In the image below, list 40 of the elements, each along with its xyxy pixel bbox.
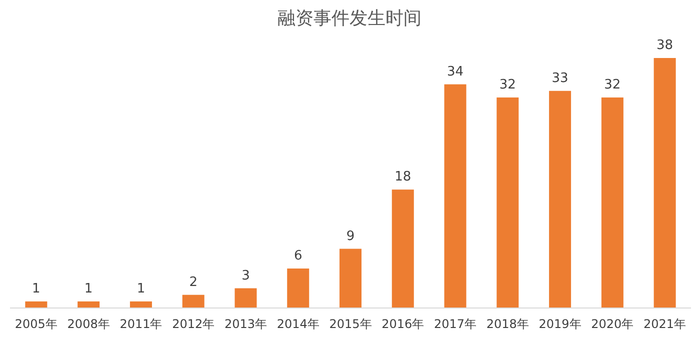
- data-label: 34: [446, 64, 464, 80]
- bar: [287, 268, 310, 308]
- x-tick-label: 2015年: [329, 317, 372, 331]
- x-tick-label: 2016年: [382, 317, 424, 331]
- data-label: 1: [136, 281, 146, 296]
- x-tick-label: 2013年: [224, 317, 268, 331]
- x-tick-label: 2019年: [538, 317, 582, 331]
- x-tick-label: 2005年: [14, 317, 58, 331]
- x-tick-label: 2018年: [486, 317, 529, 331]
- bar: [78, 301, 100, 308]
- x-tick-label: 2014年: [276, 317, 320, 331]
- x-tick-label: 2017年: [434, 317, 477, 331]
- x-tick-label: 2008年: [67, 317, 110, 331]
- x-tick-label: 2021年: [644, 317, 686, 331]
- bar: [601, 97, 624, 308]
- bar: [496, 97, 519, 308]
- data-label: 1: [84, 281, 93, 296]
- data-label: 6: [294, 248, 302, 264]
- bar: [130, 301, 152, 308]
- chart-title: 融资事件发生时间: [278, 8, 422, 29]
- bar: [549, 90, 572, 308]
- data-label: 38: [656, 38, 674, 53]
- bar: [340, 248, 362, 308]
- bar: [392, 190, 414, 308]
- bar: [234, 288, 257, 308]
- bar: [444, 84, 466, 308]
- x-tick-label: 2012年: [172, 317, 215, 331]
- x-tick-label: 2011年: [120, 317, 162, 331]
- data-label: 2: [189, 274, 198, 290]
- bar: [654, 58, 676, 308]
- data-label: 1: [32, 281, 40, 296]
- bar: [25, 301, 48, 308]
- bar: [182, 294, 204, 308]
- data-label: 32: [604, 77, 621, 92]
- data-label: 33: [552, 70, 568, 86]
- data-label: 9: [346, 228, 355, 244]
- data-label: 3: [242, 268, 250, 284]
- data-label: 32: [499, 77, 516, 92]
- x-tick-label: 2020年: [591, 317, 634, 331]
- data-label: 18: [394, 170, 412, 185]
